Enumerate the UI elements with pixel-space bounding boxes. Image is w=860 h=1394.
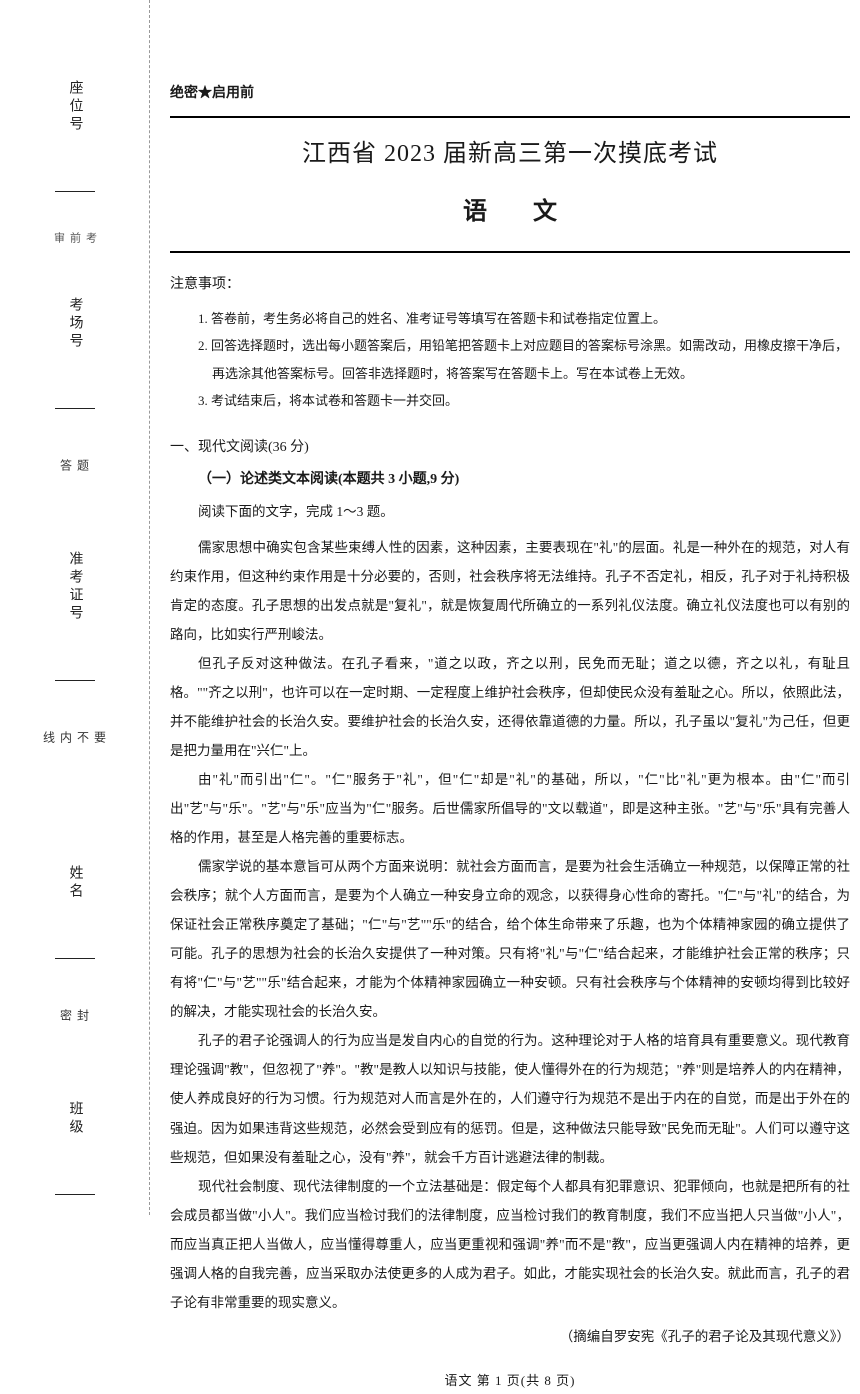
field-name: 姓名 [55,865,95,959]
section-heading: 一、现代文阅读(36 分) [170,434,850,462]
paragraph-3: 由"礼"而引出"仁"。"仁"服务于"礼"，但"仁"却是"礼"的基础，所以，"仁"… [170,765,850,852]
subject: 语 文 [170,188,850,236]
sidebar: 座位号 考 前 审 考场号 题 答 准考证号 要 不 内 线 姓名 封 密 班级 [0,0,150,1215]
paragraph-2: 但孔子反对这种做法。在孔子看来，"道之以政，齐之以刑，民免而无耻；道之以德，齐之… [170,649,850,765]
notice-item-1: 1. 答卷前，考生务必将自己的姓名、准考证号等填写在答题卡和试卷指定位置上。 [198,305,850,332]
main-content: 绝密★启用前 江西省 2023 届新高三第一次摸底考试 语 文 注意事项： 1.… [150,0,860,1215]
seat-fill [55,142,95,192]
inner-tag: 考 前 审 [51,222,99,267]
paragraph-6: 现代社会制度、现代法律制度的一个立法基础是：假定每个人都具有犯罪意识、犯罪倾向，… [170,1172,850,1317]
marker-2: 要 不 内 线 [41,711,109,835]
exam-id-fill [55,631,95,681]
name-label: 姓名 [65,865,85,901]
notice-item-3: 3. 考试结束后，将本试卷和答题卡一并交回。 [198,387,850,414]
notice-item-2: 2. 回答选择题时，选出每小题答案后，用铅笔把答题卡上对应题目的答案标号涂黑。如… [198,332,850,387]
notice-list: 1. 答卷前，考生务必将自己的姓名、准考证号等填写在答题卡和试卷指定位置上。 2… [170,305,850,414]
field-seat: 座位号 [55,80,95,192]
room-label: 考场号 [65,297,85,351]
field-class: 班级 [55,1101,95,1195]
page-footer: 语文 第 1 页(共 8 页) [170,1368,850,1394]
paragraph-1: 儒家思想中确实包含某些束缚人性的因素，这种因素，主要表现在"礼"的层面。礼是一种… [170,533,850,649]
secret-label: 绝密★启用前 [170,80,850,108]
marker-1: 题 答 [58,439,92,521]
seat-label: 座位号 [65,80,85,134]
exam-id-label: 准考证号 [65,551,85,623]
class-fill [55,1145,95,1195]
field-exam-id: 准考证号 [55,551,95,681]
name-fill [55,909,95,959]
class-label: 班级 [65,1101,85,1137]
room-fill [55,359,95,409]
citation: （摘编自罗安宪《孔子的君子论及其现代意义》） [170,1323,850,1350]
instruction: 阅读下面的文字，完成 1～3 题。 [170,498,850,525]
paragraph-4: 儒家学说的基本意旨可从两个方面来说明：就社会方面而言，是要为社会生活确立一种规范… [170,852,850,1026]
title-section: 江西省 2023 届新高三第一次摸底考试 语 文 [170,116,850,253]
subsection-heading: （一）论述类文本阅读(本题共 3 小题,9 分) [170,466,850,494]
paragraph-5: 孔子的君子论强调人的行为应当是发自内心的自觉的行为。这种理论对于人格的培育具有重… [170,1026,850,1171]
main-title: 江西省 2023 届新高三第一次摸底考试 [170,130,850,178]
notice-heading: 注意事项： [170,271,850,299]
field-room: 考场号 [55,297,95,409]
marker-3: 封 密 [58,989,92,1071]
